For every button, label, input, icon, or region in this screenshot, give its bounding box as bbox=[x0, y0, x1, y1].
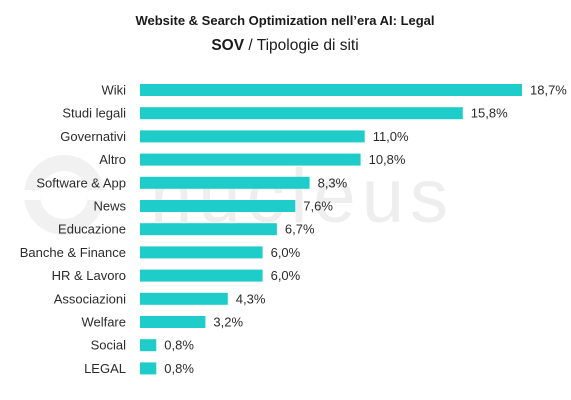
bar-welfare bbox=[140, 316, 206, 328]
value-label-studi-legali: 15,8% bbox=[471, 106, 508, 121]
bar-governativi bbox=[140, 130, 365, 143]
category-label-news: News bbox=[93, 199, 126, 214]
value-label-hr-and-lavoro: 6,0% bbox=[271, 268, 301, 283]
bar-studi-legali bbox=[140, 107, 463, 120]
value-label-software-and-app: 8,3% bbox=[318, 175, 348, 190]
bar-altro bbox=[140, 153, 361, 166]
category-label-legal: LEGAL bbox=[84, 361, 126, 376]
value-label-legal: 0,8% bbox=[164, 361, 194, 376]
category-label-governativi: Governativi bbox=[60, 129, 126, 144]
category-label-altro: Altro bbox=[99, 152, 126, 167]
subtitle-sov: SOV bbox=[211, 37, 244, 54]
watermark-logo-icon bbox=[24, 155, 104, 235]
category-label-associazioni: Associazioni bbox=[54, 291, 126, 306]
bar-wiki bbox=[140, 84, 522, 96]
category-label-studi-legali: Studi legali bbox=[62, 106, 126, 121]
bar-social bbox=[140, 339, 157, 352]
bar-banche-and-finance bbox=[140, 246, 263, 259]
value-labels-group: 18,7% 15,8% 11,0% 10,8% 8,3% 7,6% 6,7% 6,0% 6,0%… bbox=[164, 83, 567, 376]
chart-subtitle: SOV / Tipologie di siti bbox=[211, 37, 358, 54]
subtitle-rest: / Tipologie di siti bbox=[244, 37, 359, 54]
category-label-banche-and-finance: Banche & Finance bbox=[20, 245, 126, 260]
category-label-welfare: Welfare bbox=[81, 315, 126, 330]
category-label-educazione: Educazione bbox=[58, 222, 126, 237]
bar-educazione bbox=[140, 223, 277, 236]
category-label-wiki: Wiki bbox=[101, 83, 126, 98]
chart-title: Website & Search Optimization nell’era A… bbox=[135, 13, 434, 28]
category-labels-group: Wiki Studi legali Governativi Altro Software… bbox=[20, 83, 127, 376]
value-label-banche-and-finance: 6,0% bbox=[271, 245, 301, 260]
bars-group bbox=[140, 84, 522, 375]
value-label-welfare: 3,2% bbox=[213, 315, 243, 330]
bar-software-and-app bbox=[140, 176, 310, 189]
category-label-hr-and-lavoro: HR & Lavoro bbox=[52, 268, 126, 283]
value-label-educazione: 6,7% bbox=[285, 222, 315, 237]
bar-news bbox=[140, 200, 296, 212]
bar-legal bbox=[140, 362, 157, 375]
value-label-associazioni: 4,3% bbox=[236, 291, 266, 306]
value-label-altro: 10,8% bbox=[369, 152, 406, 167]
bar-associazioni bbox=[140, 292, 228, 305]
value-label-wiki: 18,7% bbox=[530, 83, 567, 98]
bar-hr-and-lavoro bbox=[140, 269, 263, 282]
value-label-news: 7,6% bbox=[303, 199, 333, 214]
category-label-software-and-app: Software & App bbox=[36, 175, 126, 190]
value-label-social: 0,8% bbox=[164, 338, 194, 353]
value-label-governativi: 11,0% bbox=[373, 129, 409, 144]
category-label-social: Social bbox=[91, 338, 127, 353]
